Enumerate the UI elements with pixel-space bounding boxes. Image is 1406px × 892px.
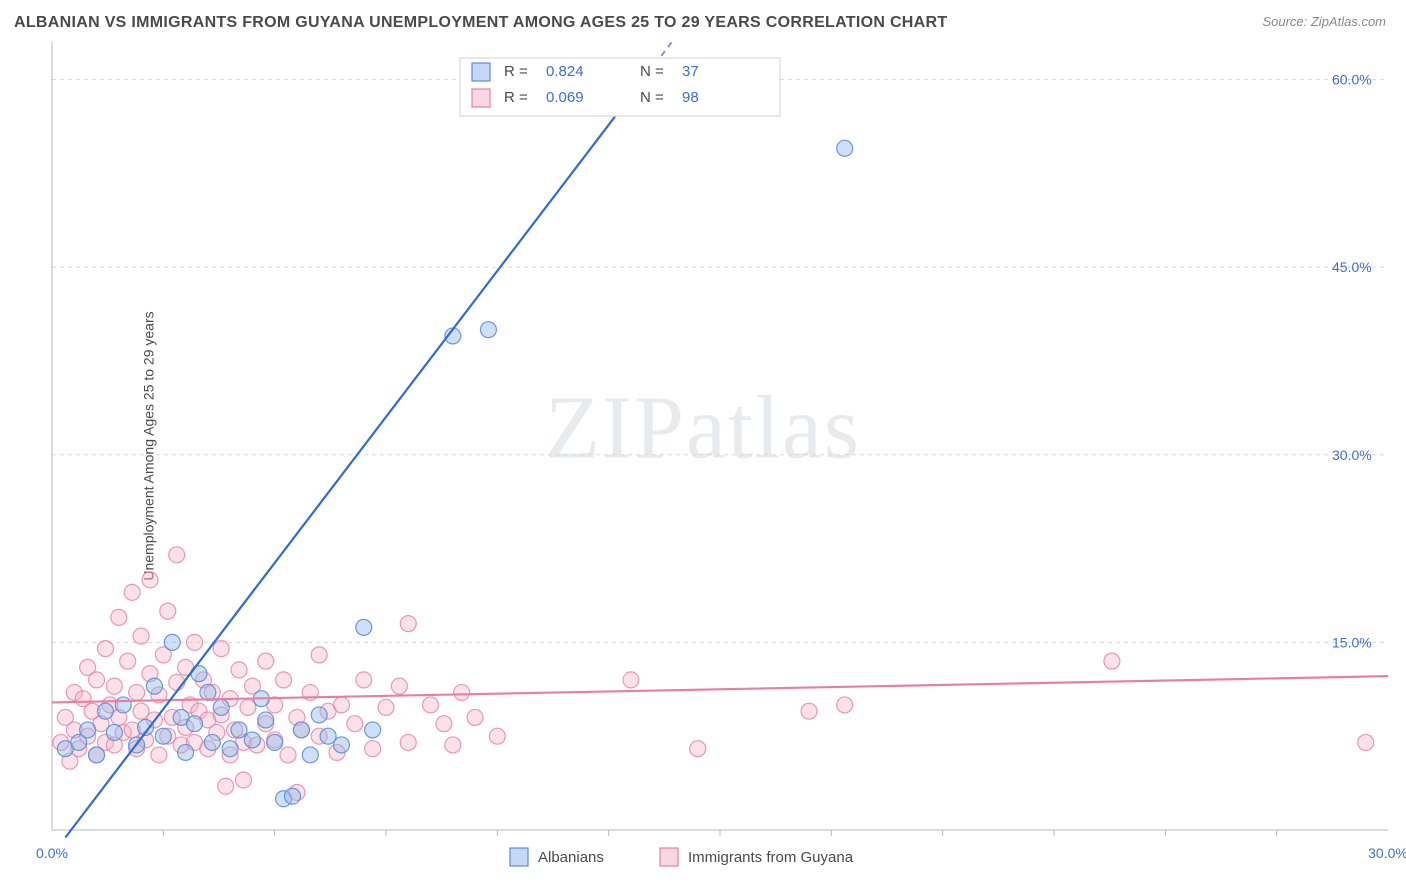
scatter-point-b	[356, 672, 372, 688]
scatter-point-b	[133, 628, 149, 644]
scatter-point-a	[106, 724, 122, 740]
x-tick-label: 30.0%	[1368, 845, 1406, 861]
scatter-point-b	[258, 653, 274, 669]
stat-swatch	[472, 63, 490, 81]
scatter-point-b	[280, 747, 296, 763]
scatter-point-a	[213, 699, 229, 715]
y-tick-label: 60.0%	[1332, 72, 1372, 88]
scatter-point-a	[284, 788, 300, 804]
scatter-point-b	[111, 609, 127, 625]
scatter-point-b	[124, 584, 140, 600]
scatter-point-a	[80, 722, 96, 738]
scatter-point-b	[445, 737, 461, 753]
scatter-point-b	[276, 672, 292, 688]
scatter-point-b	[120, 653, 136, 669]
stat-n-value: 98	[682, 89, 699, 106]
scatter-point-b	[129, 684, 145, 700]
scatter-point-b	[1104, 653, 1120, 669]
scatter-point-b	[400, 734, 416, 750]
scatter-point-a	[302, 747, 318, 763]
scatter-point-b	[391, 678, 407, 694]
scatter-point-b	[311, 647, 327, 663]
scatter-point-a	[97, 703, 113, 719]
legend-swatch	[510, 848, 528, 866]
scatter-point-a	[311, 707, 327, 723]
scatter-point-a	[187, 716, 203, 732]
scatter-point-a	[204, 734, 220, 750]
scatter-point-b	[347, 716, 363, 732]
scatter-plot-svg: 15.0% 30.0% 45.0% 60.0% 0.0% 30.0% R = 0.824 N =…	[0, 0, 1406, 892]
scatter-point-a	[267, 734, 283, 750]
stat-r-label: R =	[504, 63, 528, 80]
stat-n-value: 37	[682, 63, 699, 80]
scatter-point-b	[454, 684, 470, 700]
scatter-point-b	[106, 678, 122, 694]
scatter-point-b	[218, 778, 234, 794]
scatter-point-b	[489, 728, 505, 744]
y-tick-label: 45.0%	[1332, 259, 1372, 275]
scatter-point-b	[837, 697, 853, 713]
scatter-point-a	[231, 722, 247, 738]
scatter-point-a	[293, 722, 309, 738]
scatter-point-b	[235, 772, 251, 788]
scatter-point-a	[115, 697, 131, 713]
stat-r-label: R =	[504, 89, 528, 106]
scatter-point-b	[623, 672, 639, 688]
scatter-point-b	[467, 709, 483, 725]
scatter-point-b	[160, 603, 176, 619]
scatter-point-a	[356, 619, 372, 635]
scatter-point-a	[178, 744, 194, 760]
scatter-point-b	[89, 672, 105, 688]
scatter-point-a	[146, 678, 162, 694]
scatter-point-a	[155, 728, 171, 744]
scatter-point-b	[97, 641, 113, 657]
legend-label: Immigrants from Guyana	[688, 849, 854, 866]
scatter-point-b	[1358, 734, 1374, 750]
scatter-point-b	[151, 747, 167, 763]
stat-n-label: N =	[640, 63, 664, 80]
scatter-point-a	[258, 712, 274, 728]
scatter-point-a	[333, 737, 349, 753]
legend-swatch	[660, 848, 678, 866]
scatter-point-b	[169, 547, 185, 563]
scatter-point-a	[244, 732, 260, 748]
y-tick-label: 15.0%	[1332, 634, 1372, 650]
trend-line-a-solid	[65, 117, 614, 837]
legend-label: Albanians	[538, 849, 604, 866]
scatter-point-b	[378, 699, 394, 715]
scatter-point-b	[213, 641, 229, 657]
scatter-point-b	[187, 634, 203, 650]
stat-r-value: 0.069	[546, 89, 584, 106]
scatter-point-b	[400, 616, 416, 632]
scatter-point-b	[333, 697, 349, 713]
correlation-chart: ALBANIAN VS IMMIGRANTS FROM GUYANA UNEMP…	[0, 0, 1406, 892]
scatter-point-a	[365, 722, 381, 738]
stat-r-value: 0.824	[546, 63, 584, 80]
scatter-point-b	[801, 703, 817, 719]
y-tick-label: 30.0%	[1332, 447, 1372, 463]
scatter-point-a	[164, 634, 180, 650]
scatter-point-b	[436, 716, 452, 732]
scatter-point-a	[89, 747, 105, 763]
scatter-point-b	[423, 697, 439, 713]
scatter-point-a	[837, 140, 853, 156]
scatter-point-b	[142, 572, 158, 588]
stat-n-label: N =	[640, 89, 664, 106]
scatter-point-b	[690, 741, 706, 757]
series-b-points	[53, 547, 1374, 801]
scatter-point-a	[222, 741, 238, 757]
scatter-point-b	[231, 662, 247, 678]
stat-swatch	[472, 89, 490, 107]
scatter-point-a	[200, 684, 216, 700]
scatter-point-a	[480, 322, 496, 338]
series-a-points	[57, 140, 852, 806]
scatter-point-b	[365, 741, 381, 757]
x-tick-label: 0.0%	[36, 845, 68, 861]
